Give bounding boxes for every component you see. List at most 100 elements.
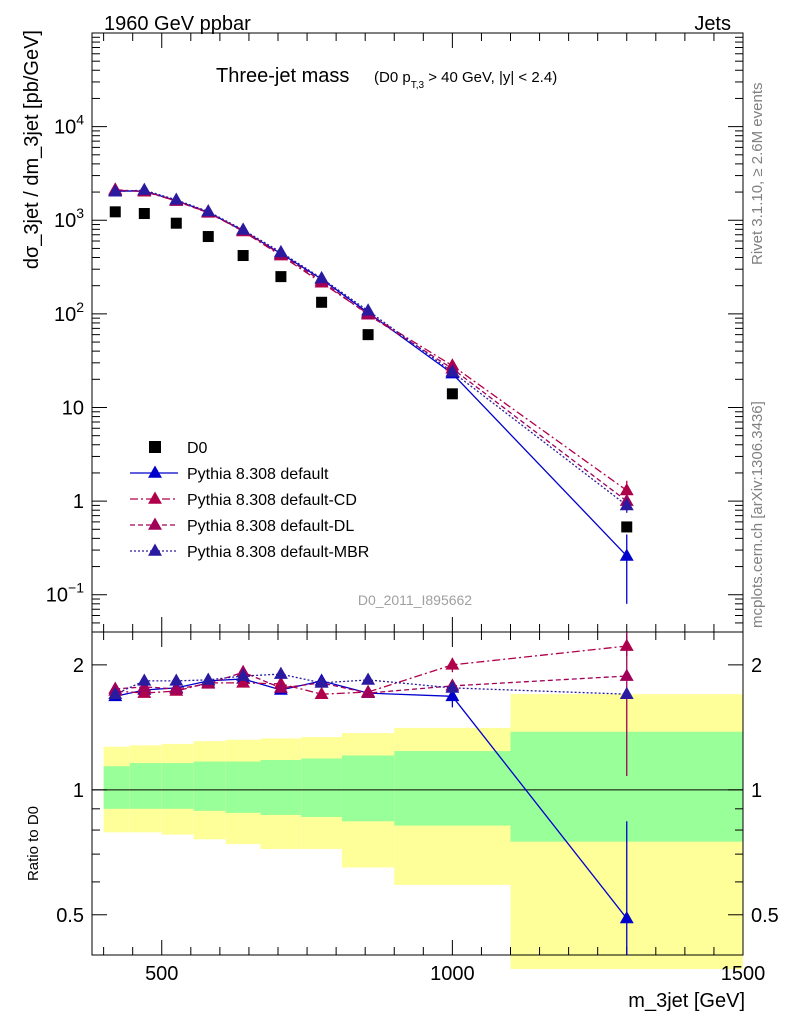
chart-title-cut-post: > 40 GeV, |y| < 2.4) (424, 69, 557, 86)
y-tick-label: 102 (54, 299, 84, 326)
ratio-line-cd (115, 645, 627, 695)
point-data (446, 388, 458, 400)
series-line-mbr (115, 189, 628, 506)
point-mbr (169, 192, 184, 205)
ratio-point-mbr (361, 672, 376, 685)
point-data (138, 208, 150, 220)
ratio-point-mbr (108, 686, 123, 699)
legend-marker-mbr (148, 543, 162, 556)
analysis-id: D0_2011_I895662 (358, 592, 472, 608)
point-mbr (314, 270, 329, 284)
ratio-y-tick-label: 1 (73, 780, 84, 802)
y-tick-label-base: 10 (54, 210, 76, 232)
legend-marker-cd (148, 491, 162, 504)
ratio-point-mbr (201, 672, 216, 685)
point-data (109, 206, 121, 218)
band-inner (341, 755, 395, 822)
y-tick-label: 104 (54, 112, 84, 139)
x-axis-title: m_3jet [GeV] (628, 990, 745, 1012)
y-axis-title: dσ_3jet / dm_3jet [pb/GeV] (21, 30, 43, 269)
band-inner (161, 763, 194, 809)
ratio-panel: 0.5 0.5 1 1 2 2 500 1000 1500 (56, 631, 779, 985)
ratio-y-tick-label: 2 (73, 655, 84, 677)
point-data (237, 250, 249, 262)
ratio-y-tick-label-right: 2 (751, 655, 762, 677)
legend-marker-default (148, 465, 162, 478)
process-label: Jets (694, 13, 731, 35)
ratio-line-default (115, 678, 628, 919)
x-tick-label: 500 (145, 963, 178, 985)
point-data (275, 271, 287, 283)
rivet-version-label: Rivet 3.1.10, ≥ 2.6M events (749, 83, 766, 266)
legend-label: Pythia 8.308 default-DL (187, 518, 354, 535)
source-label: mcplots.cern.ch [arXiv:1306.3436] (749, 401, 766, 628)
y-tick-label: 10 (62, 397, 84, 419)
y-tick-label: 1 (73, 491, 84, 513)
chart-title-cut-pre: (D0 p (374, 69, 411, 86)
legend: D0 Pythia 8.308 default Pythia 8.308 defau… (130, 440, 369, 561)
band-inner (394, 751, 511, 826)
ratio-point-mbr (236, 668, 251, 681)
band-inner (260, 759, 302, 815)
ratio-point-default (445, 688, 460, 702)
point-mbr (108, 184, 123, 197)
x-tick-label: 1500 (721, 963, 766, 985)
point-data (621, 521, 633, 533)
band-inner (225, 761, 261, 813)
point-default (619, 548, 634, 561)
ratio-point-mbr (273, 666, 288, 679)
ratio-point-dl (273, 680, 288, 693)
point-mbr (137, 182, 152, 195)
point-mbr (201, 204, 216, 217)
chart-title-cut-sub: T,3 (411, 80, 425, 91)
chart-title: Three-jet mass (216, 65, 349, 87)
ratio-point-cd (314, 686, 329, 699)
ratio-point-dl (619, 668, 634, 681)
y-tick-label-base: 10 (46, 585, 68, 607)
legend-label: Pythia 8.308 default (187, 466, 329, 483)
ratio-point-dl (361, 685, 376, 698)
y-tick-label-exp: −1 (68, 580, 84, 596)
x-tick-label: 1000 (430, 963, 475, 985)
main-frame (91, 32, 744, 633)
ratio-point-default (619, 910, 634, 924)
legend-label: D0 (187, 440, 208, 457)
y-tick-label-exp: 4 (76, 112, 84, 128)
legend-marker-data (149, 441, 161, 453)
point-cd (619, 483, 634, 496)
ratio-point-dl (169, 681, 184, 694)
series-line-default (115, 190, 628, 557)
legend-marker-dl (148, 517, 162, 530)
legend-label: Pythia 8.308 default-CD (187, 492, 357, 509)
point-data (316, 296, 328, 308)
ratio-line-mbr (114, 673, 627, 695)
y-tick-label-exp: 2 (76, 299, 84, 315)
chart-title-cut: (D0 pT,3 > 40 GeV, |y| < 2.4) (374, 69, 557, 91)
y-tick-label-base: 10 (54, 304, 76, 326)
legend-label: Pythia 8.308 default-MBR (187, 544, 369, 561)
ratio-point-mbr (169, 673, 184, 686)
ratio-point-cd (445, 657, 460, 670)
y-tick-label: 10−1 (46, 580, 84, 607)
band-inner (103, 766, 130, 809)
chart-title-main: Three-jet mass (216, 65, 349, 87)
point-data (202, 231, 214, 243)
point-mbr (361, 303, 376, 316)
y-tick-label: 103 (54, 205, 84, 232)
ratio-point-cd (137, 685, 152, 698)
point-mbr (619, 497, 634, 511)
ratio-point-mbr (445, 680, 460, 693)
point-mbr (445, 364, 460, 377)
point-mbr (273, 244, 288, 258)
band-inner (129, 763, 162, 809)
ratio-point-mbr (137, 673, 152, 686)
y-tick-label-exp: 3 (76, 205, 84, 221)
ratio-point-mbr (619, 686, 634, 699)
band-inner (301, 758, 342, 818)
ratio-y-tick-label-right: 1 (751, 780, 762, 802)
ratio-y-axis-title: Ratio to D0 (25, 806, 42, 881)
band-inner (193, 761, 226, 811)
point-mbr (236, 222, 251, 235)
